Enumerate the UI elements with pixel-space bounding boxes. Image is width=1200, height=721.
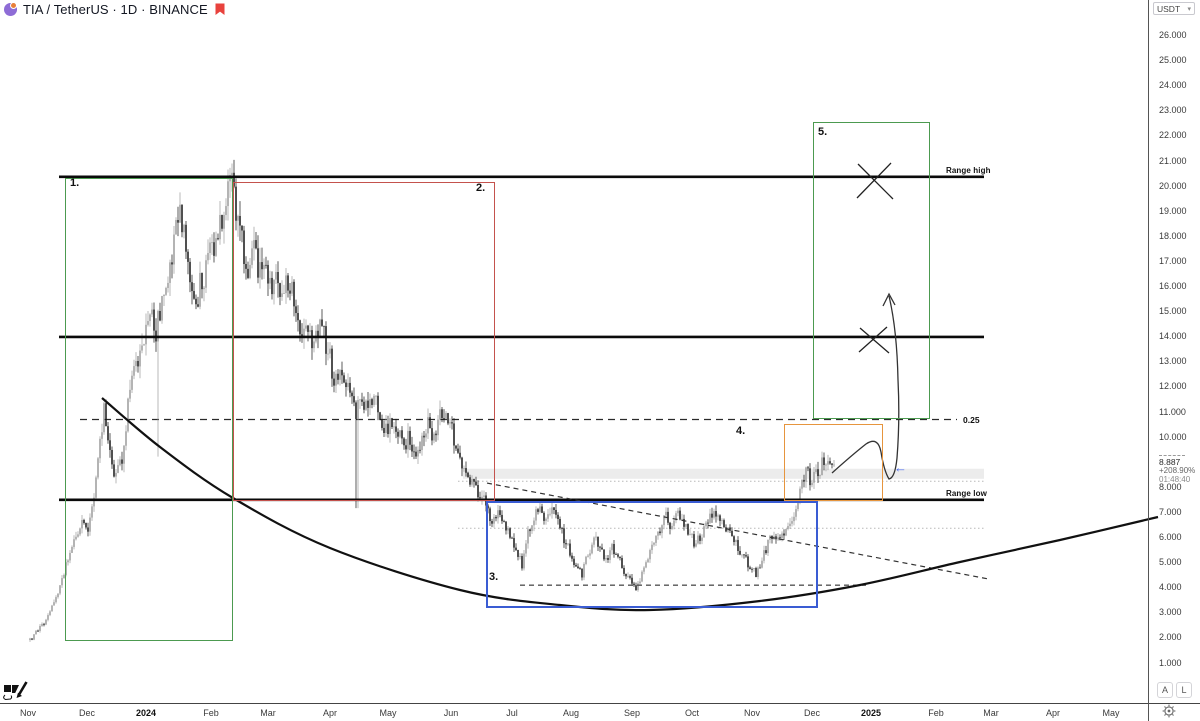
price-tick-label: 24.000 bbox=[1159, 80, 1187, 91]
price-tick-label: 19.000 bbox=[1159, 205, 1187, 216]
time-axis-month-label: Apr bbox=[322, 708, 338, 718]
price-tick-label: 26.000 bbox=[1159, 30, 1187, 40]
projection-arrow-curve[interactable] bbox=[831, 295, 900, 480]
axis-settings-gear-icon[interactable] bbox=[1162, 704, 1176, 718]
price-tick-label: 12.000 bbox=[1159, 381, 1187, 392]
time-axis-month-label: Aug bbox=[562, 708, 580, 718]
scale-buttons: A L bbox=[1157, 682, 1192, 698]
price-tick-label: 7.000 bbox=[1159, 506, 1182, 517]
candles-series bbox=[29, 159, 835, 642]
time-axis-month-label: Nov bbox=[743, 708, 761, 718]
currency-label: USDT bbox=[1157, 3, 1181, 14]
supply-zone-band[interactable] bbox=[463, 468, 984, 479]
candlestick-chart-canvas[interactable] bbox=[0, 0, 1200, 703]
time-axis-month-label: Nov bbox=[19, 708, 37, 718]
time-axis-month-label: May bbox=[379, 708, 397, 718]
currency-dropdown[interactable]: USDT ▾ bbox=[1153, 2, 1195, 15]
flag-icon[interactable] bbox=[214, 3, 226, 16]
time-axis-month-label: Feb bbox=[203, 708, 219, 718]
price-tick-label: 22.000 bbox=[1159, 130, 1187, 141]
time-axis-month-label: Feb bbox=[928, 708, 944, 718]
time-axis-month-label: Jun bbox=[443, 708, 459, 718]
price-tick-label: 15.000 bbox=[1159, 306, 1187, 317]
price-axis[interactable]: USDT ▾ 26.000 25.000 24.000 23.000 22.000 21.… bbox=[1148, 0, 1200, 721]
price-tick-label: 23.000 bbox=[1159, 105, 1187, 116]
price-tick-label: 25.000 bbox=[1159, 55, 1187, 66]
auto-scale-button[interactable]: A bbox=[1157, 682, 1173, 698]
time-axis-month-label: Oct bbox=[684, 708, 700, 718]
time-axis-year-label: 2024 bbox=[135, 708, 157, 718]
time-axis-month-label: Jul bbox=[506, 708, 518, 718]
tradingview-logo[interactable] bbox=[2, 680, 30, 702]
annotation-box-3[interactable] bbox=[486, 501, 818, 608]
price-tick-label: 18.000 bbox=[1159, 230, 1187, 241]
chevron-down-icon: ▾ bbox=[1187, 5, 1191, 13]
last-price-value: 8.887 bbox=[1159, 457, 1181, 467]
price-tick-label: 14.000 bbox=[1159, 331, 1187, 342]
symbol-header: TIA / TetherUS · 1D · BINANCE bbox=[4, 2, 226, 17]
time-axis-month-label: Sep bbox=[623, 708, 641, 718]
price-tick-label: 10.000 bbox=[1159, 431, 1187, 442]
price-tick-label: 20.000 bbox=[1159, 180, 1187, 191]
annotation-box-1[interactable] bbox=[65, 178, 233, 641]
annotation-box-2[interactable] bbox=[233, 181, 495, 502]
log-scale-button[interactable]: L bbox=[1176, 682, 1192, 698]
time-axis[interactable]: Nov Dec 2024 Feb Mar Apr May Jun Jul Aug Sep Oct Nov… bbox=[0, 703, 1200, 721]
current-price-label: 8.887 +208.90% 01:48:40 bbox=[1159, 452, 1200, 484]
time-axis-year-label: 2025 bbox=[860, 708, 882, 718]
time-axis-month-label: Dec bbox=[78, 708, 96, 718]
price-tick-label: 17.000 bbox=[1159, 255, 1187, 266]
price-tick-label: 16.000 bbox=[1159, 281, 1187, 291]
price-tick-label: 5.000 bbox=[1159, 557, 1182, 568]
price-line-dashes bbox=[1159, 455, 1185, 456]
price-tick-label: 2.000 bbox=[1159, 632, 1182, 643]
time-axis-month-label: Mar bbox=[983, 708, 999, 718]
price-tick-label: 8.000 bbox=[1159, 481, 1182, 492]
price-tick-label: 1.000 bbox=[1159, 657, 1182, 668]
time-axis-month-label: Dec bbox=[803, 708, 821, 718]
time-axis-month-label: May bbox=[1102, 708, 1120, 718]
projection-arrowhead bbox=[882, 292, 896, 307]
tia-coin-logo-icon bbox=[4, 2, 17, 16]
annotation-box-4[interactable] bbox=[784, 424, 883, 502]
price-tick-label: 13.000 bbox=[1159, 356, 1187, 367]
price-tick-label: 3.000 bbox=[1159, 607, 1182, 618]
symbol-title[interactable]: TIA / TetherUS · 1D · BINANCE bbox=[23, 2, 208, 17]
price-tick-label: 6.000 bbox=[1159, 532, 1182, 542]
time-axis-month-label: Apr bbox=[1045, 708, 1061, 718]
annotation-box-5[interactable] bbox=[813, 121, 930, 419]
drawings-layer bbox=[65, 121, 930, 641]
price-tick-label: 21.000 bbox=[1159, 155, 1187, 166]
x-cross-mark[interactable] bbox=[858, 326, 890, 354]
price-tick-label: 11.000 bbox=[1159, 406, 1186, 417]
descending-trendline[interactable] bbox=[486, 482, 989, 580]
price-tick-label: 4.000 bbox=[1159, 582, 1182, 593]
bar-countdown-timer: 01:48:40 bbox=[1159, 475, 1191, 484]
time-axis-month-label: Mar bbox=[260, 708, 276, 718]
x-cross-mark[interactable] bbox=[856, 162, 894, 200]
price-change-percent: +208.90% bbox=[1159, 466, 1196, 475]
